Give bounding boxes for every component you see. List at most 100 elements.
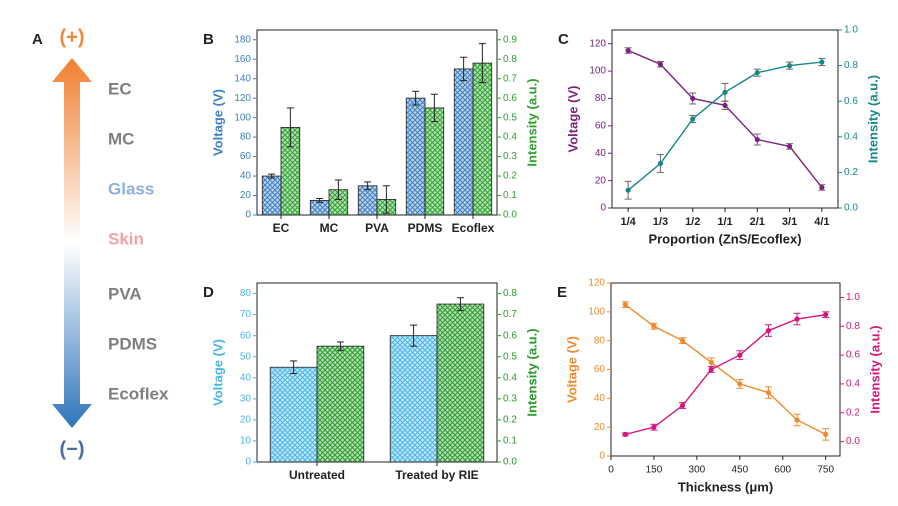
y-axis-title: Voltage (V) — [210, 89, 225, 156]
panel-letter: E — [557, 284, 567, 301]
x-tick-label: 150 — [646, 465, 663, 476]
marker — [754, 70, 760, 76]
y-tick-label: 140 — [234, 73, 251, 84]
marker — [819, 59, 825, 65]
panel-a: A (+) (−) — [32, 26, 92, 460]
error-bar — [268, 173, 276, 179]
x-tick-label: EC — [273, 221, 290, 235]
marker — [657, 160, 664, 167]
y2-tick-label: 0.7 — [503, 73, 517, 84]
y2-tick-label: 0.6 — [846, 350, 860, 361]
y-tick-label: 0 — [600, 203, 606, 214]
y-tick-label: 100 — [588, 306, 605, 317]
x-tick-label: 1/1 — [717, 216, 732, 228]
y2-tick-label: 0.1 — [503, 190, 517, 201]
y-tick-label: 60 — [240, 151, 252, 162]
y2-tick-label: 0.1 — [503, 436, 517, 447]
panel-letter: B — [203, 31, 214, 48]
marker — [765, 327, 772, 334]
y2-tick-label: 0.4 — [846, 379, 860, 390]
marker — [679, 402, 686, 409]
y2-tick-label: 0.3 — [503, 151, 517, 162]
y2-tick-label: 0.2 — [846, 407, 860, 418]
y-tick-label: 100 — [234, 112, 251, 123]
y2-axis-title: Intensity (a.u.) — [867, 325, 882, 413]
marker — [737, 381, 743, 387]
y2-tick-label: 0.7 — [503, 309, 517, 320]
x-tick-label: 2/1 — [750, 216, 765, 228]
y2-tick-label: 0.0 — [503, 210, 517, 221]
error-bar — [478, 43, 486, 84]
y2-tick-label: 0.6 — [503, 93, 517, 104]
material-label: Skin — [108, 229, 144, 248]
x-tick-label: Treated by RIE — [395, 468, 478, 482]
material-label: EC — [108, 79, 132, 98]
y-axis-title: Voltage (V) — [565, 86, 580, 153]
y2-tick-label: 0.5 — [503, 351, 517, 362]
error-bar — [382, 185, 390, 214]
y2-tick-label: 0.8 — [503, 54, 517, 65]
panel-letter: A — [32, 31, 43, 48]
error-bar — [336, 341, 344, 351]
x-tick-label: 1/4 — [620, 216, 636, 228]
y2-tick-label: 0.9 — [503, 34, 517, 45]
marker — [722, 89, 728, 95]
y-tick-label: 80 — [240, 132, 252, 143]
marker — [625, 187, 631, 193]
panel-letter: C — [558, 31, 569, 48]
bar — [405, 97, 426, 216]
y-tick-label: 70 — [240, 309, 252, 320]
y2-tick-label: 0.8 — [503, 288, 517, 299]
y-tick-label: 0 — [599, 451, 605, 462]
y-tick-label: 40 — [240, 171, 252, 182]
y2-tick-label: 0.0 — [846, 436, 860, 447]
y2-tick-label: 0.2 — [503, 415, 517, 426]
x-axis-title: Proportion (ZnS/Ecoflex) — [648, 231, 801, 246]
y-tick-label: 120 — [589, 38, 606, 49]
y-tick-label: 120 — [588, 278, 605, 289]
plot-frame — [256, 282, 498, 463]
marker — [690, 95, 696, 102]
marker — [823, 312, 829, 318]
y-tick-label: 40 — [594, 393, 606, 404]
error-bar — [334, 179, 342, 200]
x-tick-label: 1/3 — [653, 216, 668, 228]
material-label: PVA — [108, 284, 142, 303]
bar — [261, 175, 282, 216]
bar — [389, 335, 438, 463]
y-tick-label: 160 — [234, 54, 251, 65]
error-bar — [286, 107, 294, 148]
material-label: Ecoflex — [108, 384, 169, 403]
bar — [472, 62, 493, 216]
error-bar — [456, 297, 464, 311]
marker — [754, 136, 760, 143]
y2-tick-label: 0.4 — [503, 372, 517, 383]
marker — [622, 302, 628, 308]
panel-letter: D — [203, 284, 214, 301]
y-tick-label: 40 — [240, 372, 252, 383]
marker — [794, 417, 800, 423]
error-bar — [412, 90, 420, 106]
material-label: PDMS — [108, 334, 157, 353]
y-tick-label: 50 — [240, 351, 252, 362]
y-tick-label: 60 — [595, 120, 607, 131]
y-tick-label: 20 — [240, 190, 252, 201]
x-tick-label: 0 — [608, 465, 614, 476]
marker — [622, 431, 628, 437]
bar — [316, 345, 365, 463]
marker — [819, 184, 825, 191]
x-tick-label: Untreated — [289, 468, 345, 482]
marker — [679, 338, 686, 344]
x-tick-label: PDMS — [408, 221, 443, 235]
marker — [786, 143, 793, 149]
marker — [690, 116, 696, 122]
y-tick-label: 40 — [595, 148, 607, 159]
y-axis-title: Voltage (V) — [210, 339, 225, 406]
y-tick-label: 20 — [594, 422, 606, 433]
error-bar — [460, 56, 468, 82]
x-tick-label: 1/2 — [685, 216, 700, 228]
marker — [794, 316, 800, 322]
y2-tick-label: 0.8 — [844, 60, 858, 71]
material-label: Glass — [108, 179, 154, 198]
